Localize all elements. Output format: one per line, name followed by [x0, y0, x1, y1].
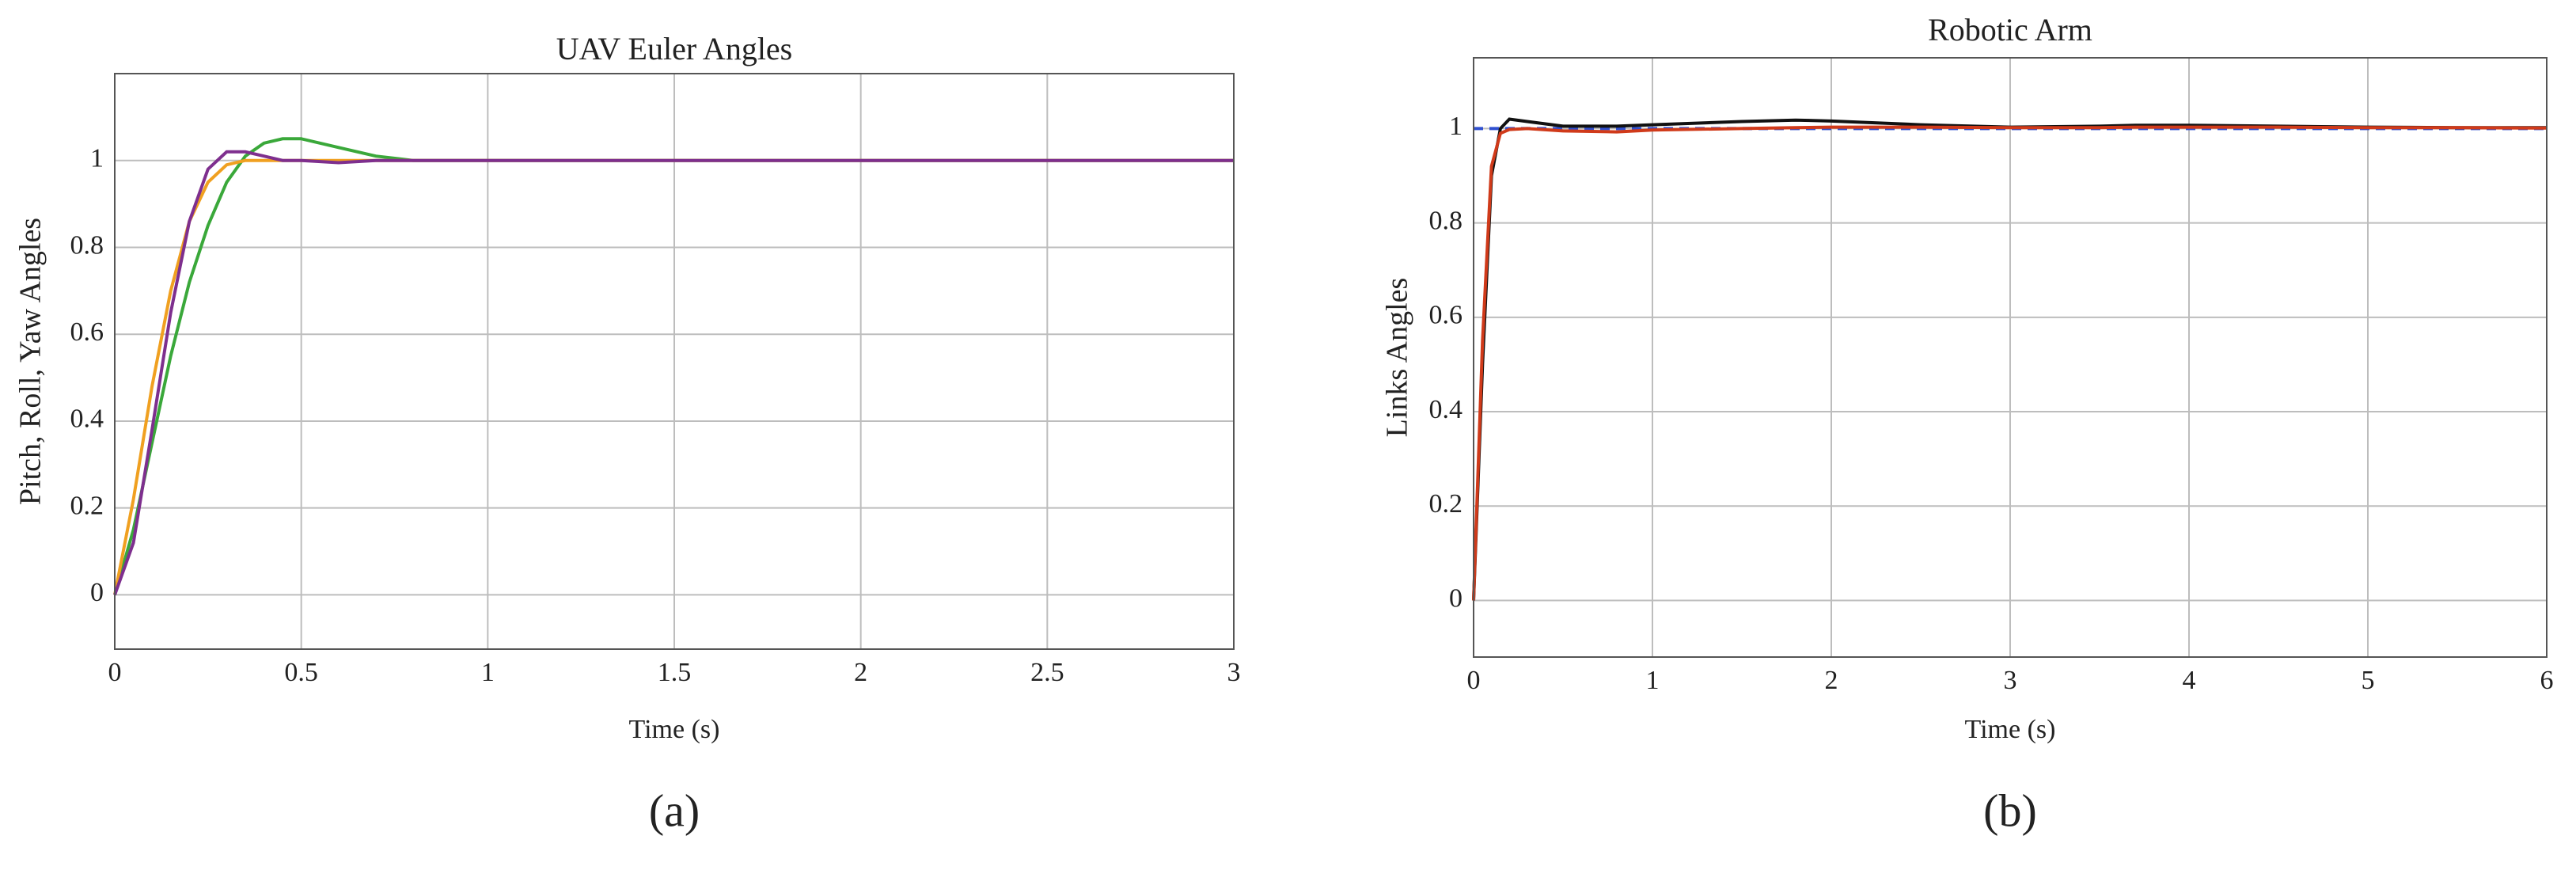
x-tick-label: 1	[481, 658, 495, 687]
x-tick-label: 2.5	[1030, 658, 1064, 687]
chart-title: Robotic Arm	[1928, 12, 2092, 47]
x-tick-label: 2	[854, 658, 867, 687]
y-tick-label: 0.2	[1429, 489, 1463, 519]
chart-title: UAV Euler Angles	[556, 31, 793, 66]
y-axis-label: Links Angles	[1381, 278, 1414, 438]
y-axis-label: Pitch, Roll, Yaw Angles	[14, 218, 47, 505]
y-tick-label: 0.6	[70, 317, 104, 347]
y-tick-label: 0.4	[1429, 395, 1463, 424]
y-tick-label: 0.4	[70, 405, 104, 434]
plot-frame	[114, 73, 1235, 650]
y-tick-label: 0.8	[70, 230, 104, 260]
series-line	[1472, 125, 2548, 601]
x-tick-label: 0.5	[284, 658, 318, 687]
plot-frame	[1473, 57, 2548, 658]
x-tick-label: 3	[2004, 666, 2017, 695]
x-tick-label: 4	[2183, 666, 2196, 695]
x-tick-label: 0	[108, 658, 122, 687]
x-tick-label: 5	[2362, 666, 2375, 695]
y-tick-label: 0.2	[70, 491, 104, 520]
x-tick-label: 0	[1467, 666, 1481, 695]
x-tick-label: 3	[1227, 658, 1241, 687]
x-axis-label: Time (s)	[1965, 715, 2056, 744]
y-tick-label: 0.6	[1429, 301, 1463, 330]
y-tick-label: 0.8	[1429, 206, 1463, 235]
series-line	[113, 150, 1234, 596]
y-tick-label: 1	[90, 144, 104, 173]
x-axis-label: Time (s)	[629, 715, 720, 744]
x-tick-label: 1.5	[658, 658, 692, 687]
x-tick-label: 6	[2540, 666, 2554, 695]
panel-label: (a)	[649, 785, 700, 836]
y-tick-label: 0	[90, 578, 104, 607]
x-tick-label: 2	[1825, 666, 1838, 695]
x-tick-label: 1	[1646, 666, 1660, 695]
y-tick-label: 1	[1449, 112, 1463, 141]
panel-label: (b)	[1983, 785, 2037, 836]
y-tick-label: 0	[1449, 583, 1463, 613]
